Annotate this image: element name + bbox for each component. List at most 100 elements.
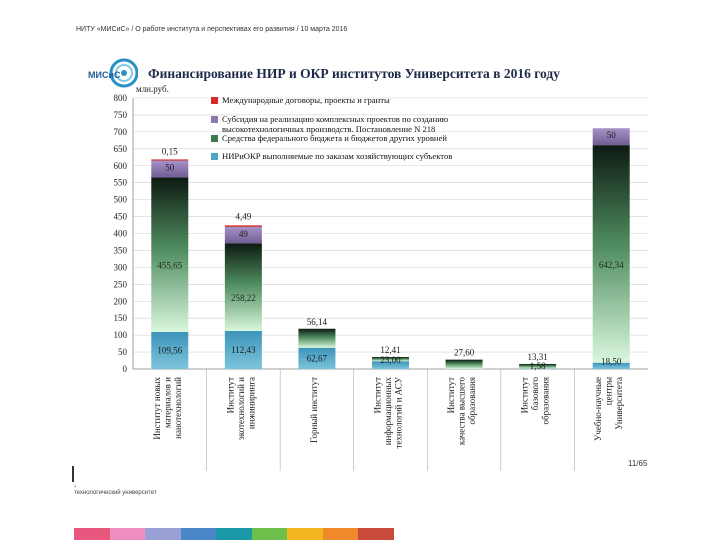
x-tick-label: Институт новых материалов и нанотехнологий — [152, 377, 183, 440]
footer-university-text: технологический университет — [74, 490, 157, 496]
stripe-segment — [180, 528, 216, 540]
y-tick-label: 400 — [114, 229, 128, 239]
bar-segment — [519, 363, 557, 369]
stripe-segment — [145, 528, 181, 540]
y-tick-label: 450 — [114, 212, 128, 222]
breadcrumb-header: НИТУ «МИСиС» / О работе института и перс… — [76, 26, 348, 33]
bar-segment — [224, 226, 262, 244]
legend-swatch — [211, 97, 218, 104]
grid-layer — [133, 97, 648, 370]
y-tick-label: 700 — [114, 127, 128, 137]
data-label: 50 — [607, 130, 617, 140]
x-tick-label-line: Учебно-научные — [593, 377, 603, 441]
data-label: 23,00 — [380, 355, 401, 365]
legend-label: НИРиОКР выполняемые по заказам хозяйству… — [222, 151, 452, 161]
data-label: 4,49 — [235, 211, 251, 221]
logo-dot — [121, 70, 127, 76]
bar-segment — [224, 225, 262, 227]
x-tick-label-line: Университета — [614, 377, 624, 430]
x-tick-label: Институт информационных технологий и АСУ — [373, 376, 404, 448]
legend-swatch — [211, 153, 218, 160]
data-label: 109,56 — [157, 345, 182, 355]
y-axis-unit-label: млн.руб. — [136, 84, 169, 94]
chart-title: Финансирование НИР и ОКР институтов Унив… — [148, 66, 560, 81]
data-label: 455,65 — [157, 261, 182, 271]
y-tick-label: 550 — [114, 178, 128, 188]
data-label: 18,50 — [601, 357, 622, 367]
y-tick-label: 500 — [114, 195, 128, 205]
y-tick-label: 350 — [114, 245, 128, 255]
logo-ring-outer — [109, 58, 138, 88]
data-label: 112,43 — [231, 345, 256, 355]
x-tick-label-line: материалов и — [162, 377, 172, 428]
misis-logo: МИСиС — [88, 58, 138, 88]
data-label: 13,31 — [528, 352, 548, 362]
data-label: 12,41 — [380, 345, 400, 355]
logo-ring-inner — [115, 64, 133, 82]
x-tick-label-line: Институт — [373, 377, 383, 413]
stripe-segment — [358, 528, 394, 540]
data-label: 49 — [239, 229, 249, 239]
legend-label: высокотехнологичных производств. Постано… — [222, 124, 435, 134]
data-label: 27,60 — [454, 348, 475, 358]
page-number: 11/65 — [628, 459, 648, 468]
y-tick-label: 50 — [118, 347, 128, 357]
stripe-segment — [216, 528, 252, 540]
x-tick-label-line: технологий и АСУ — [394, 376, 404, 448]
x-tick-label-line: центры — [604, 377, 614, 405]
data-label: 50 — [165, 163, 175, 173]
y-tick-label: 200 — [114, 296, 128, 306]
data-label: 56,14 — [307, 317, 328, 327]
data-label-layer: 109,56 455,65 50 0,15 112,43 258,22 49 4,49 62,6… — [157, 130, 624, 371]
x-tick-label-line: Горный институт — [309, 377, 319, 443]
bar-segment — [592, 362, 630, 369]
data-label: 642,34 — [599, 260, 624, 270]
y-tick-label: 150 — [114, 313, 128, 323]
data-label: 258,22 — [231, 293, 256, 303]
x-tick-label-line: базового — [530, 377, 540, 411]
y-tick-label: 750 — [114, 110, 128, 120]
x-tick-label-line: качества высшего — [457, 377, 467, 446]
x-tick-label: Институт экотехнологий и инжиниринга — [225, 377, 256, 440]
x-tick-labels: Институт новых материалов и нанотехнологий… — [152, 376, 624, 448]
x-tick-label-line: образования — [467, 377, 477, 424]
bar-segment — [151, 160, 189, 178]
x-tick-label-line: образования — [541, 377, 551, 424]
bar-segment — [151, 177, 189, 332]
x-tick-label: Институт базового образования — [520, 377, 551, 425]
bar-segment — [224, 243, 262, 331]
stripe-segment — [251, 528, 287, 540]
footer-mark: › — [74, 483, 77, 490]
legend: Международные договоры, проекты и гранты… — [211, 95, 452, 161]
x-tick-label-line: инжиниринга — [246, 377, 256, 429]
y-tick-label: 650 — [114, 144, 128, 154]
x-tick-label-line: информационных — [383, 377, 393, 446]
bar-segment — [592, 128, 630, 146]
bar-segment — [224, 330, 262, 369]
y-tick-label: 0 — [123, 364, 128, 374]
stripe-segment — [322, 528, 358, 540]
bar-segment — [372, 357, 409, 362]
x-tick-label-line: нанотехнологий — [173, 377, 183, 439]
x-tick-label: Горный институт — [309, 377, 319, 443]
legend-label: Субсидия на реализацию комплексных проек… — [222, 114, 449, 124]
x-tick-label: Учебно-научные центры Университета — [593, 377, 624, 441]
stripe-segment — [109, 528, 145, 540]
footer-divider — [72, 466, 74, 482]
bar-segment — [151, 159, 189, 161]
legend-label: Международные договоры, проекты и гранты — [222, 95, 390, 105]
y-tick-label: 300 — [114, 262, 128, 272]
bar-segment — [445, 359, 483, 369]
data-label: 62,67 — [307, 353, 328, 363]
legend-label: Средства федерального бюджета и бюджетов… — [222, 133, 447, 143]
legend-swatch — [211, 135, 218, 142]
y-tick-label: 800 — [114, 93, 128, 103]
stripe-segment — [74, 528, 110, 540]
x-tick-label-line: Институт — [520, 377, 530, 413]
x-tick-label-line: Институт новых — [152, 377, 162, 440]
bar-segment — [372, 361, 409, 369]
brand-color-stripe — [74, 528, 394, 540]
y-tick-label: 600 — [114, 161, 128, 171]
legend-swatch — [211, 116, 218, 123]
